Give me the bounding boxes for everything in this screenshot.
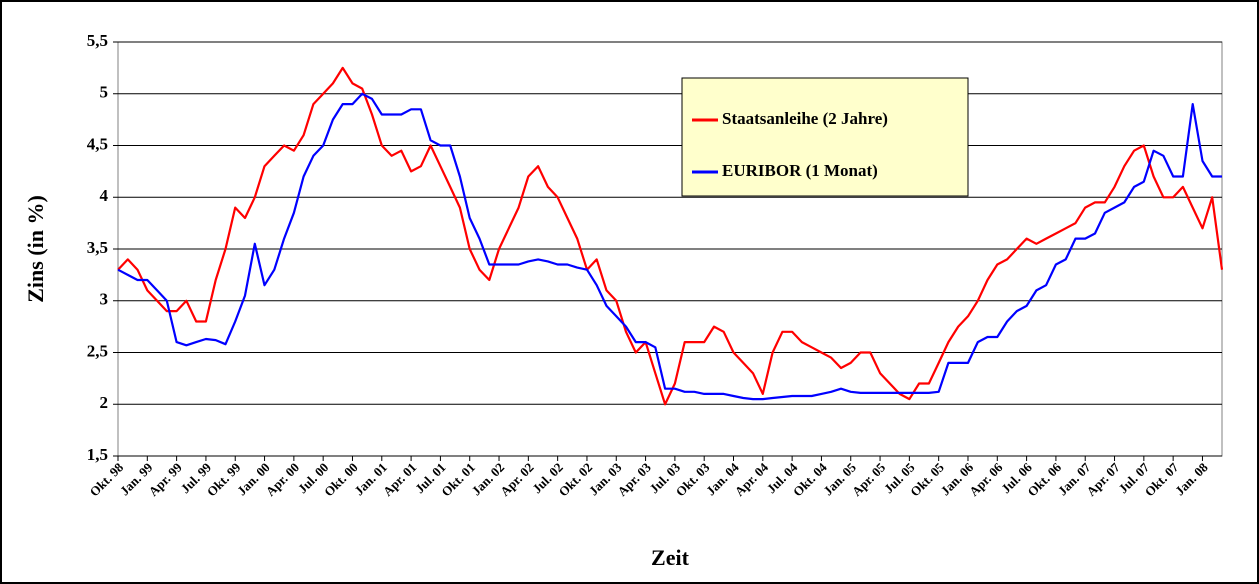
series-line [117, 66, 1224, 406]
y-axis-title: Zins (in %) [23, 195, 48, 303]
y-tick-label: 3 [100, 290, 109, 309]
y-tick-label: 4 [100, 186, 109, 205]
series-line [117, 92, 1222, 401]
y-tick-label: 3,5 [87, 238, 108, 257]
y-tick-label: 2 [100, 393, 109, 412]
y-tick-label: 4,5 [87, 134, 108, 153]
y-tick-label: 5,5 [87, 31, 108, 50]
legend-box [681, 77, 969, 197]
y-tick-label: 2,5 [87, 341, 108, 360]
legend-label: Staatsanleihe (2 Jahre) [722, 109, 888, 128]
x-axis-title: Zeit [651, 545, 690, 570]
y-tick-label: 5 [100, 83, 109, 102]
y-tick-label: 1,5 [87, 445, 108, 464]
legend-label: EURIBOR (1 Monat) [722, 161, 878, 180]
